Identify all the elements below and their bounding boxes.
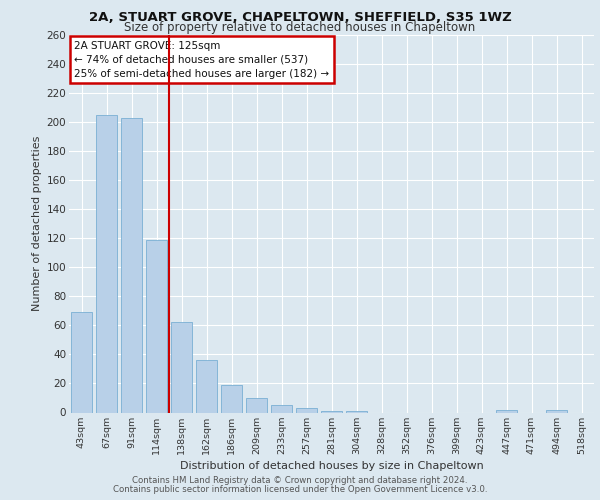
Bar [221,385,242,412]
Bar [546,410,567,412]
Text: 2A, STUART GROVE, CHAPELTOWN, SHEFFIELD, S35 1WZ: 2A, STUART GROVE, CHAPELTOWN, SHEFFIELD,… [89,11,511,24]
Bar [296,408,317,412]
Bar [246,398,267,412]
Bar [146,240,167,412]
Bar [346,411,367,412]
Text: 2A STUART GROVE: 125sqm
← 74% of detached houses are smaller (537)
25% of semi-d: 2A STUART GROVE: 125sqm ← 74% of detache… [74,40,329,78]
Bar [321,411,342,412]
Y-axis label: Number of detached properties: Number of detached properties [32,136,43,312]
Text: Size of property relative to detached houses in Chapeltown: Size of property relative to detached ho… [124,22,476,35]
Bar [496,410,517,412]
Text: Contains HM Land Registry data © Crown copyright and database right 2024.: Contains HM Land Registry data © Crown c… [132,476,468,485]
Bar [121,118,142,412]
Bar [71,312,92,412]
Bar [96,115,117,412]
Bar [271,405,292,412]
Bar [196,360,217,412]
Bar [171,322,192,412]
Text: Contains public sector information licensed under the Open Government Licence v3: Contains public sector information licen… [113,485,487,494]
X-axis label: Distribution of detached houses by size in Chapeltown: Distribution of detached houses by size … [179,460,484,470]
